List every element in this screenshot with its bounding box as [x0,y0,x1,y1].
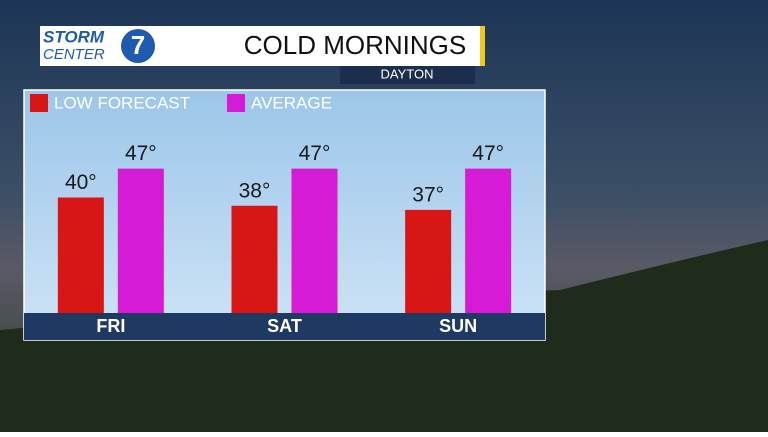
logo-number: 7 [131,30,145,60]
value-label: 38° [239,179,271,202]
value-label: 37° [412,183,444,206]
bar [117,168,164,313]
bar [57,197,104,313]
bar [231,205,278,313]
legend-label: LOW FORECAST [54,93,190,112]
category-band [24,313,545,340]
bar [291,168,338,313]
bar [405,209,452,313]
x-tick-label: FRI [96,316,125,336]
legend-swatch [227,94,245,112]
logo-text: STORM [43,27,105,46]
value-label: 47° [125,142,157,165]
x-tick-label: SUN [439,316,477,336]
logo-circle [121,29,155,63]
bar [465,168,512,313]
chart-title: COLD MORNINGS [244,30,466,60]
value-label: 40° [65,171,97,194]
value-label: 47° [472,142,504,165]
title-accent [480,26,485,66]
chart-panel [23,89,546,341]
subtitle-box [340,66,475,84]
logo-text: CENTER [43,46,105,63]
value-label: 47° [299,142,331,165]
chart-subtitle: DAYTON [381,66,434,81]
x-tick-label: SAT [267,316,302,336]
legend-label: AVERAGE [251,93,332,112]
legend-swatch [30,94,48,112]
title-box [40,26,485,66]
